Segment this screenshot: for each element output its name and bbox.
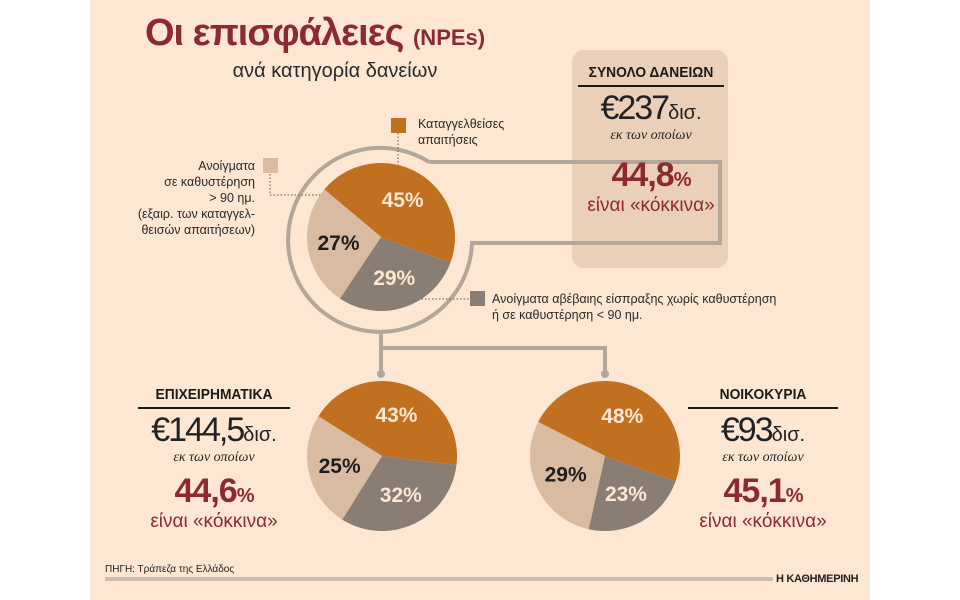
pie-slice-households-overdue90 <box>530 421 605 530</box>
pct-sign: % <box>785 485 804 507</box>
legend-text: ή σε καθυστέρηση < 90 ημ. <box>492 308 643 322</box>
heading-rule <box>688 407 838 409</box>
legend-leader-overdue90 <box>269 174 322 196</box>
households-amount: €93δισ. <box>688 411 838 450</box>
amount-value: €237 <box>600 89 670 127</box>
connector-dot-right <box>601 370 609 378</box>
legend-text: (εξαιρ. των καταγγελ- <box>137 207 255 221</box>
business-amount: €144,5δισ. <box>138 411 290 450</box>
pie-slice-business-unlikely-to-pay <box>342 456 457 532</box>
pie-label-households-overdue90: 29% <box>545 464 587 487</box>
pct-sign: % <box>673 169 692 191</box>
pie-label-households-denounced: 48% <box>601 405 643 428</box>
legend-text: Ανοίγματα <box>198 159 255 173</box>
of-which-text: εκ των οποίων <box>610 128 692 143</box>
amount-value: €93 <box>720 411 774 449</box>
amount-unit: δισ. <box>243 424 277 446</box>
legend-text: θεισών απαιτήσεων) <box>141 223 255 237</box>
pct-sign: % <box>236 485 255 507</box>
legend-overdue90: Ανοίγματα σε καθυστέρηση > 90 ημ. (εξαιρ… <box>120 158 255 238</box>
business-summary: ΕΠΙΧΕΙΡΗΜΑΤΙΚΑ €144,5δισ. εκ των οποίων … <box>138 386 290 533</box>
pie-slice-total-overdue90 <box>307 189 381 299</box>
pct-value: 45,1 <box>723 472 787 510</box>
pie-slice-business-overdue90 <box>306 416 382 520</box>
pie-slice-households-unlikely-to-pay <box>588 456 676 531</box>
connector-dot-left <box>377 370 385 378</box>
footer-bar <box>105 577 773 581</box>
npe-caption: είναι «κόκκινα» <box>150 511 278 532</box>
top-ring-connector <box>286 145 722 334</box>
heading-rule <box>138 407 290 409</box>
brand-logo: Η ΚΑΘΗΜΕΡΙΝΗ <box>776 573 859 585</box>
total-amount: €237δισ. <box>578 89 724 128</box>
legend-unlikely-to-pay: Ανοίγματα αβέβαιης είσπραξης χωρίς καθυσ… <box>492 291 776 323</box>
branch-connector <box>379 332 607 372</box>
business-heading: ΕΠΙΧΕΙΡΗΜΑΤΙΚΑ <box>155 386 273 403</box>
subtitle: ανά κατηγορία δανείων <box>232 60 438 82</box>
pie-slice-total-unlikely-to-pay <box>339 237 451 312</box>
connector-lines <box>269 133 722 378</box>
legend-swatch-unlikely <box>470 291 485 306</box>
legend-text: Καταγγελθείσες <box>418 117 505 131</box>
pie-label-business-denounced: 43% <box>375 404 417 427</box>
pie-slice-business-denounced <box>318 381 457 465</box>
total-summary: ΣΥΝΟΛΟ ΔΑΝΕΙΩΝ €237δισ. εκ των οποίων 44… <box>578 64 724 217</box>
pct-value: 44,8 <box>611 156 675 194</box>
pie-label-total-unlikely-to-pay: 29% <box>373 267 415 290</box>
legend-text: Ανοίγματα αβέβαιης είσπραξης χωρίς καθυσ… <box>492 292 777 306</box>
pie-label-households-unlikely-to-pay: 23% <box>605 483 647 506</box>
business-npe-percent: 44,6% <box>138 472 290 511</box>
households-heading: ΝΟΙΚΟΚΥΡΙΑ <box>719 386 807 403</box>
pie-label-total-overdue90: 27% <box>317 232 359 255</box>
legend-denounced: Καταγγελθείσες απαιτήσεις <box>418 116 504 148</box>
total-heading: ΣΥΝΟΛΟ ΔΑΝΕΙΩΝ <box>588 64 714 81</box>
pct-value: 44,6 <box>174 472 238 510</box>
legend-text: σε καθυστέρηση <box>164 175 255 189</box>
amount-unit: δισ. <box>668 102 702 124</box>
heading-rule <box>578 85 724 87</box>
source-note: ΠΗΓΗ: Τράπεζα της Ελλάδος <box>105 564 235 575</box>
pie-label-business-overdue90: 25% <box>319 455 361 478</box>
page-title: Οι επισφάλειες (NPEs) <box>145 12 485 55</box>
pie-label-business-unlikely-to-pay: 32% <box>380 484 422 507</box>
title-suffix: (NPEs) <box>412 25 486 50</box>
amount-value: €144,5 <box>151 411 245 449</box>
of-which-text: εκ των οποίων <box>173 450 255 465</box>
of-which-text: εκ των οποίων <box>722 450 804 465</box>
title-text: Οι επισφάλειες <box>145 12 404 54</box>
pie-slice-total-denounced <box>324 162 456 263</box>
legend-swatch-denounced <box>391 118 406 133</box>
total-npe-percent: 44,8% <box>578 156 724 195</box>
npe-caption: είναι «κόκκινα» <box>587 195 715 216</box>
pie-slice-households-denounced <box>538 381 680 482</box>
legend-swatch-overdue90 <box>263 158 278 173</box>
npe-caption: είναι «κόκκινα» <box>699 511 827 532</box>
legend-text: απαιτήσεις <box>418 133 478 147</box>
amount-unit: δισ. <box>771 424 806 446</box>
pie-label-total-denounced: 45% <box>382 189 424 212</box>
households-summary: ΝΟΙΚΟΚΥΡΙΑ €93δισ. εκ των οποίων 45,1% ε… <box>688 386 838 533</box>
legend-text: > 90 ημ. <box>209 191 255 205</box>
households-npe-percent: 45,1% <box>688 472 838 511</box>
